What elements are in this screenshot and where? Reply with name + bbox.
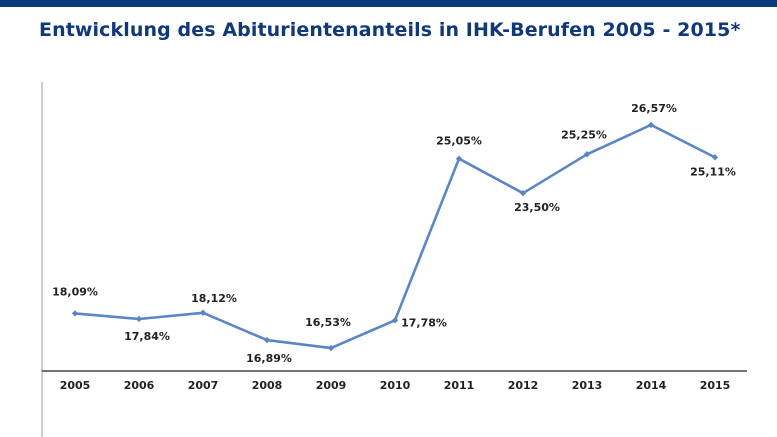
data-point-2009 (327, 344, 335, 352)
data-label-2012: 23,50% (514, 201, 560, 214)
x-tick-label-2012: 2012 (508, 379, 539, 392)
data-label-2005: 18,09% (52, 285, 98, 298)
data-point-2005 (71, 310, 79, 317)
series-line (71, 121, 719, 352)
data-point-2012 (519, 189, 527, 197)
data-point-2015 (711, 154, 719, 161)
data-label-2010: 17,78% (401, 316, 447, 329)
data-label-2006: 17,84% (124, 330, 170, 343)
data-label-2013: 25,25% (561, 128, 607, 141)
data-label-2009: 16,53% (305, 316, 351, 329)
data-point-2010 (391, 317, 399, 324)
data-label-2015: 25,11% (690, 165, 736, 178)
x-tick-label-2007: 2007 (188, 379, 219, 392)
top-bar (0, 0, 777, 7)
data-label-2014: 26,57% (631, 102, 677, 115)
x-tick-label-2013: 2013 (572, 379, 603, 392)
x-tick-label-2008: 2008 (252, 379, 283, 392)
x-tick-label-2006: 2006 (124, 379, 155, 392)
x-tick-label-2011: 2011 (444, 379, 475, 392)
data-point-2006 (135, 315, 143, 323)
data-point-2013 (583, 151, 591, 158)
x-tick-label-2005: 2005 (60, 379, 91, 392)
x-tick-label-2015: 2015 (700, 379, 731, 392)
data-label-2011: 25,05% (436, 135, 482, 148)
x-tick-label-2010: 2010 (380, 379, 411, 392)
x-tick-labels: 2005 2006 2007 2008 2009 2010 2011 2012 2013 2014… (60, 379, 731, 392)
data-label-2007: 18,12% (191, 292, 237, 305)
series-polyline (74, 123, 716, 350)
data-point-2011 (455, 155, 463, 162)
data-point-2008 (263, 336, 271, 344)
data-labels: 18,09% 17,84% 18,12% 16,89% 16,53% 17,78% 25,0… (52, 102, 736, 365)
chart-title: Entwicklung des Abiturientenanteils in I… (39, 19, 741, 41)
x-tick-label-2014: 2014 (636, 379, 667, 392)
x-tick-label-2009: 2009 (316, 379, 347, 392)
data-point-2014 (647, 121, 655, 129)
data-point-2007 (199, 309, 207, 316)
data-label-2008: 16,89% (246, 352, 292, 365)
